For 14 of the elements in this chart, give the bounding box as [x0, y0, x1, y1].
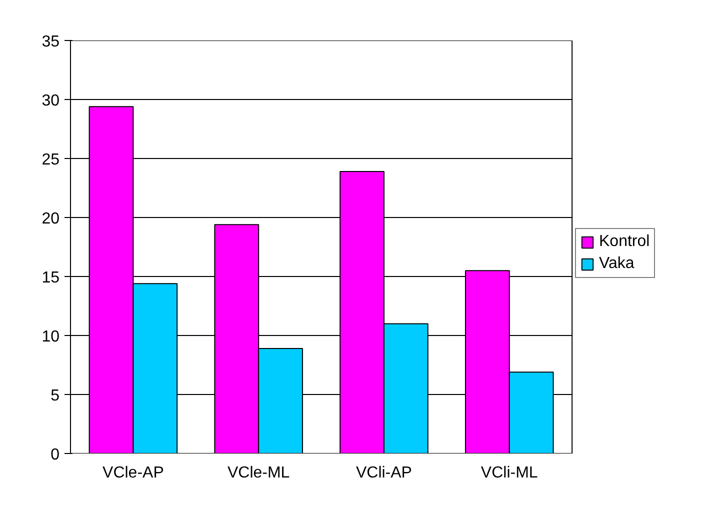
y-tick-label: 30	[42, 92, 60, 110]
y-tick-label: 0	[50, 446, 60, 464]
legend-label: Kontrol	[599, 233, 650, 251]
y-tick-label: 35	[42, 34, 60, 50]
y-tick-label: 25	[42, 152, 60, 168]
y-tick-label: 20	[42, 210, 60, 228]
x-tick-label: VCle-ML	[227, 464, 290, 482]
legend-label: Vaka	[599, 255, 634, 273]
x-tick-label: VCle-AP	[102, 464, 164, 482]
x-tick-label: VCli-ML	[480, 464, 538, 482]
y-tick-label: 15	[42, 270, 60, 286]
y-tick-label: 10	[42, 328, 60, 346]
y-tick-label: 5	[50, 388, 60, 404]
x-tick-label: VCli-AP	[356, 464, 412, 482]
